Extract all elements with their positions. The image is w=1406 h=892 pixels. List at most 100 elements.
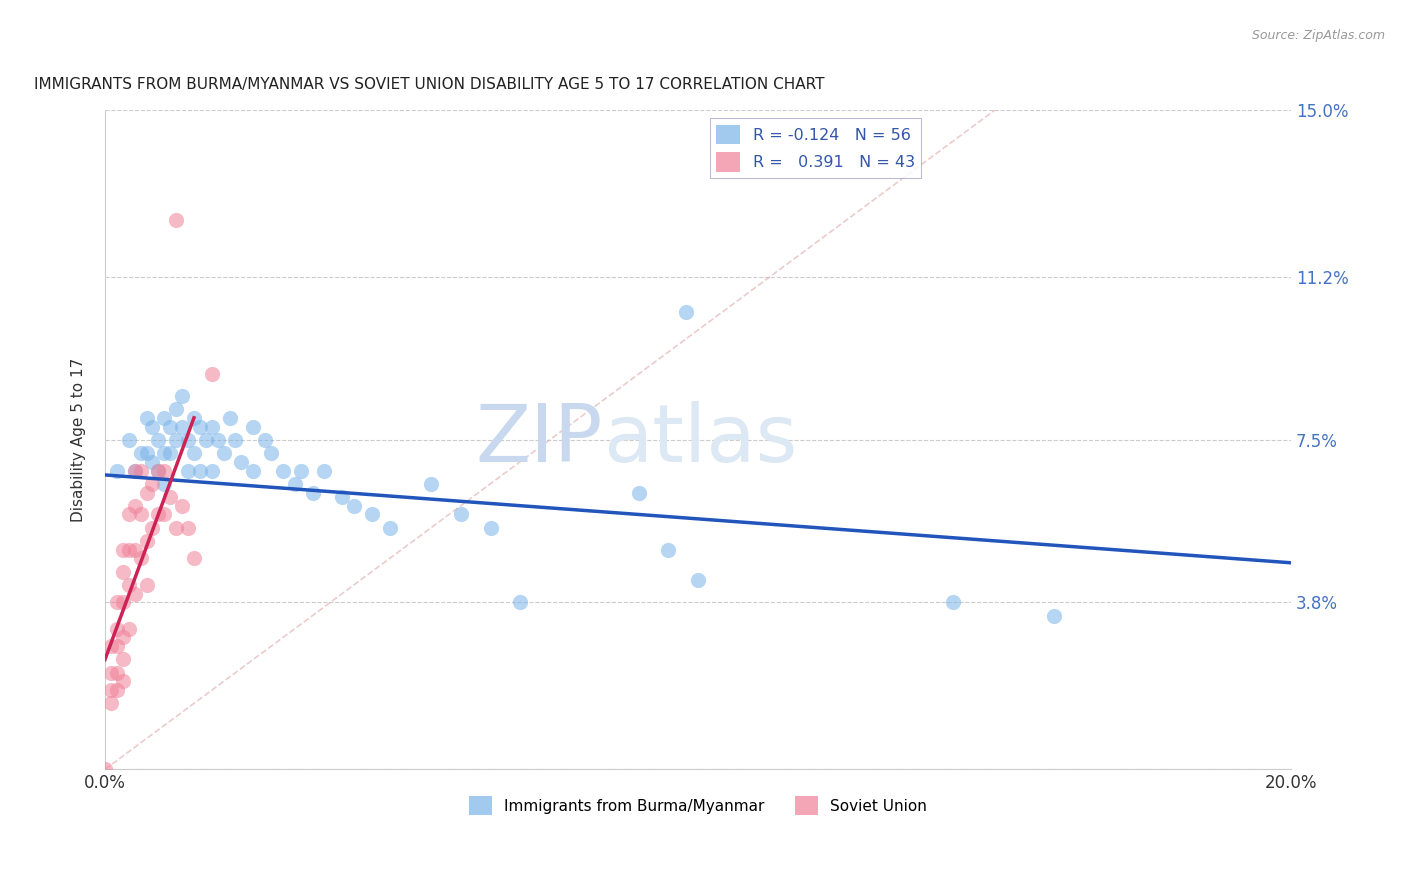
Point xyxy=(129,551,152,566)
Point xyxy=(301,485,323,500)
Point xyxy=(111,631,134,645)
Point xyxy=(165,402,187,417)
Point xyxy=(124,499,146,513)
Point xyxy=(105,622,128,636)
Point xyxy=(201,464,224,478)
Point xyxy=(675,305,697,319)
Point xyxy=(330,490,353,504)
Point xyxy=(188,464,211,478)
Legend: Immigrants from Burma/Myanmar, Soviet Union: Immigrants from Burma/Myanmar, Soviet Un… xyxy=(463,790,934,821)
Point xyxy=(260,446,283,460)
Point xyxy=(509,595,531,609)
Point xyxy=(183,410,205,425)
Point xyxy=(118,578,141,592)
Point xyxy=(177,433,200,447)
Point xyxy=(172,419,194,434)
Point xyxy=(118,433,141,447)
Point xyxy=(361,508,384,522)
Point xyxy=(118,508,141,522)
Point xyxy=(165,433,187,447)
Point xyxy=(688,574,710,588)
Point xyxy=(290,464,312,478)
Point xyxy=(224,433,246,447)
Point xyxy=(105,640,128,654)
Point xyxy=(271,464,294,478)
Point xyxy=(188,419,211,434)
Point xyxy=(479,521,502,535)
Point xyxy=(105,464,128,478)
Point xyxy=(135,410,157,425)
Point xyxy=(141,419,163,434)
Point xyxy=(1043,608,1066,623)
Point xyxy=(148,464,170,478)
Point xyxy=(378,521,401,535)
Point xyxy=(183,446,205,460)
Point xyxy=(148,433,170,447)
Point xyxy=(159,419,181,434)
Point xyxy=(111,595,134,609)
Point xyxy=(129,508,152,522)
Point xyxy=(942,595,965,609)
Point xyxy=(159,446,181,460)
Point xyxy=(165,521,187,535)
Point xyxy=(141,521,163,535)
Text: Source: ZipAtlas.com: Source: ZipAtlas.com xyxy=(1251,29,1385,42)
Point xyxy=(242,419,264,434)
Point xyxy=(100,683,122,698)
Point xyxy=(627,485,650,500)
Point xyxy=(218,410,240,425)
Point xyxy=(201,367,224,381)
Point xyxy=(94,762,117,776)
Point xyxy=(159,490,181,504)
Point xyxy=(105,665,128,680)
Point xyxy=(124,464,146,478)
Point xyxy=(153,476,176,491)
Text: IMMIGRANTS FROM BURMA/MYANMAR VS SOVIET UNION DISABILITY AGE 5 TO 17 CORRELATION: IMMIGRANTS FROM BURMA/MYANMAR VS SOVIET … xyxy=(34,78,824,93)
Text: ZIP: ZIP xyxy=(475,401,603,479)
Point xyxy=(153,410,176,425)
Point xyxy=(124,464,146,478)
Point xyxy=(153,464,176,478)
Point xyxy=(314,464,336,478)
Point xyxy=(177,521,200,535)
Point xyxy=(212,446,235,460)
Point xyxy=(111,674,134,689)
Point xyxy=(148,464,170,478)
Point xyxy=(129,464,152,478)
Point xyxy=(135,446,157,460)
Point xyxy=(111,565,134,579)
Point xyxy=(177,464,200,478)
Point xyxy=(135,578,157,592)
Point xyxy=(657,542,679,557)
Point xyxy=(450,508,472,522)
Point xyxy=(100,665,122,680)
Point xyxy=(153,446,176,460)
Point xyxy=(135,533,157,548)
Point xyxy=(153,508,176,522)
Point xyxy=(201,419,224,434)
Point xyxy=(118,622,141,636)
Point xyxy=(194,433,217,447)
Point xyxy=(100,640,122,654)
Point xyxy=(183,551,205,566)
Point xyxy=(165,213,187,227)
Point xyxy=(111,652,134,666)
Point xyxy=(172,389,194,403)
Point xyxy=(124,586,146,600)
Point xyxy=(148,508,170,522)
Point xyxy=(254,433,277,447)
Point xyxy=(284,476,307,491)
Y-axis label: Disability Age 5 to 17: Disability Age 5 to 17 xyxy=(72,358,86,522)
Point xyxy=(207,433,229,447)
Text: atlas: atlas xyxy=(603,401,797,479)
Point xyxy=(141,476,163,491)
Point xyxy=(172,499,194,513)
Point xyxy=(141,455,163,469)
Point xyxy=(124,542,146,557)
Point xyxy=(100,697,122,711)
Point xyxy=(118,542,141,557)
Point xyxy=(420,476,443,491)
Point xyxy=(135,485,157,500)
Point xyxy=(231,455,253,469)
Point xyxy=(105,595,128,609)
